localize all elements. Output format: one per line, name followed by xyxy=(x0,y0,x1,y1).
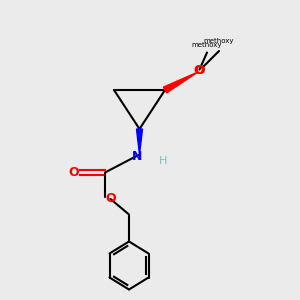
Text: O: O xyxy=(105,191,116,205)
Text: O: O xyxy=(194,64,205,77)
Polygon shape xyxy=(136,129,142,154)
Polygon shape xyxy=(164,72,198,93)
Text: O: O xyxy=(68,166,79,179)
Text: methoxy: methoxy xyxy=(204,38,234,44)
Text: methoxy: methoxy xyxy=(192,42,222,48)
Text: O: O xyxy=(194,64,204,77)
Text: N: N xyxy=(132,149,142,163)
Text: H: H xyxy=(159,155,168,166)
